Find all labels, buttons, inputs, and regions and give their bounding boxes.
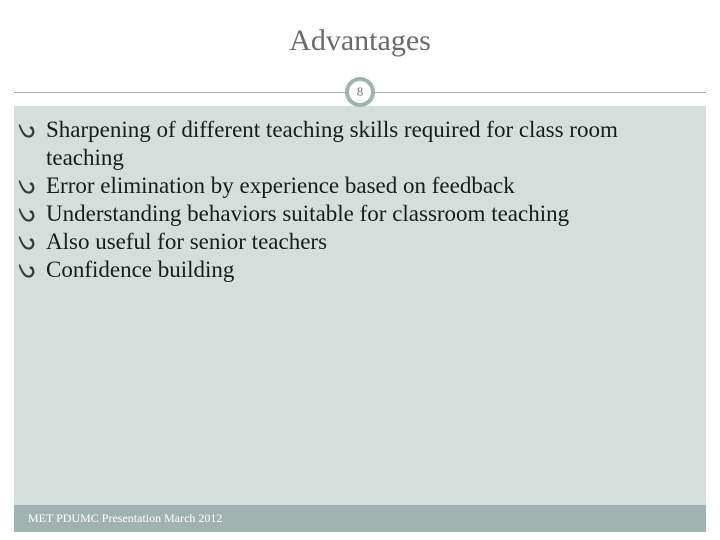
bullet-text: Sharpening of different teaching skills …	[46, 117, 618, 170]
slide-title: Advantages	[0, 24, 720, 58]
bullet-text: Understanding behaviors suitable for cla…	[46, 201, 569, 226]
bullet-icon: ੭	[14, 265, 41, 279]
list-item: ੭ Confidence building	[20, 256, 700, 284]
bullet-icon: ੭	[14, 208, 41, 222]
content-area: ੭ Sharpening of different teaching skill…	[14, 106, 706, 505]
header-area: Advantages	[0, 0, 720, 58]
footer-bar: MET PDUMC Presentation March 2012	[14, 505, 706, 532]
bullet-icon: ੭	[14, 180, 41, 194]
page-number-badge: 8	[345, 77, 375, 107]
bullet-text: Also useful for senior teachers	[46, 229, 327, 254]
bullet-icon: ੭	[14, 237, 41, 251]
divider-row: 8	[0, 76, 720, 108]
bullet-icon: ੭	[14, 124, 41, 138]
list-item: ੭ Sharpening of different teaching skill…	[20, 116, 700, 172]
list-item: ੭ Error elimination by experience based …	[20, 172, 700, 200]
list-item: ੭ Understanding behaviors suitable for c…	[20, 200, 700, 228]
bullet-text: Error elimination by experience based on…	[46, 173, 515, 198]
slide: Advantages 8 ੭ Sharpening of different t…	[0, 0, 720, 540]
bullet-list: ੭ Sharpening of different teaching skill…	[20, 116, 700, 284]
footer-text: MET PDUMC Presentation March 2012	[28, 511, 222, 525]
list-item: ੭ Also useful for senior teachers	[20, 228, 700, 256]
bullet-text: Confidence building	[46, 257, 234, 282]
